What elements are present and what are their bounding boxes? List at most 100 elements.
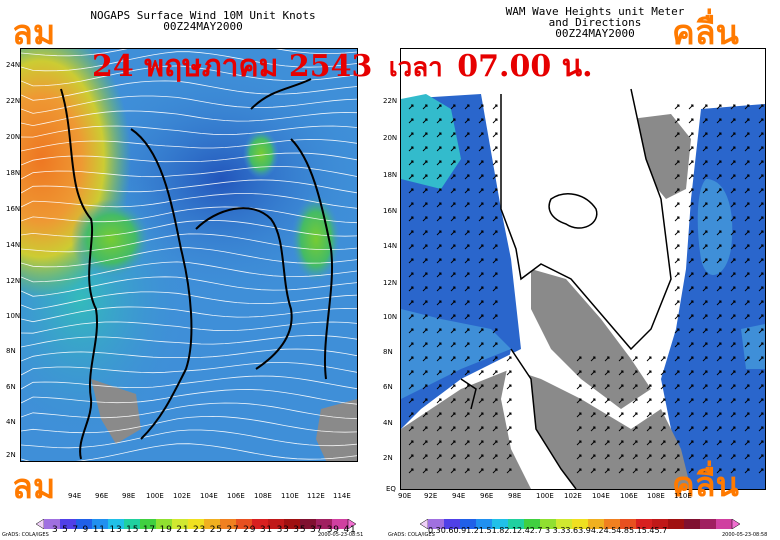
wave-arrow	[716, 272, 722, 278]
wave-lat-tick-2: 18N	[383, 171, 398, 179]
wave-arrow	[688, 258, 694, 264]
wave-arrow	[758, 272, 764, 278]
wave-arrow	[758, 286, 764, 292]
colorbar-swatch	[284, 519, 301, 529]
wave-arrow	[464, 188, 470, 194]
wind-map	[20, 48, 358, 462]
wind-lat-tick-2: 20N	[6, 133, 21, 141]
wave-arrow	[478, 314, 484, 320]
colorbar-swatch	[428, 519, 445, 529]
wave-arrow	[744, 146, 750, 152]
wave-arrow	[688, 216, 694, 222]
wave-arrow	[716, 202, 722, 208]
wave-arrow	[646, 370, 652, 376]
wave-arrow	[660, 440, 666, 446]
wind-lat-tick-6: 12N	[6, 277, 21, 285]
wave-arrow	[702, 258, 708, 264]
wave-arrow	[660, 398, 666, 404]
wave-arrow	[422, 468, 428, 474]
wave-arrow	[478, 356, 484, 362]
wave-arrow	[646, 468, 652, 474]
wave-land	[501, 89, 671, 349]
colorbar-swatch	[44, 519, 61, 529]
wave-arrow	[702, 440, 708, 446]
wave-arrow	[450, 300, 456, 306]
wave-arrow	[422, 328, 428, 334]
wave-arrow	[716, 454, 722, 460]
wave-arrow	[674, 314, 680, 320]
wind-streamline	[21, 306, 357, 323]
colorbar-swatch	[300, 519, 317, 529]
wave-arrow	[702, 132, 708, 138]
wind-lat-tick-8: 8N	[6, 347, 16, 355]
wave-arrow	[492, 328, 498, 334]
wave-arrow	[450, 356, 456, 362]
wave-map	[400, 48, 766, 490]
wave-lon-tick-5: 100E	[536, 492, 554, 500]
wave-arrow	[716, 160, 722, 166]
wave-arrow	[646, 454, 652, 460]
wave-arrow	[604, 384, 610, 390]
wave-arrow	[436, 174, 442, 180]
colorbar-swatch	[332, 519, 349, 529]
wind-title-line-1: NOGAPS Surface Wind 10M Unit Knots	[90, 9, 316, 22]
wave-arrow	[758, 146, 764, 152]
wave-arrow	[674, 300, 680, 306]
wave-arrow	[730, 342, 736, 348]
wave-arrow	[464, 412, 470, 418]
wave-arrow	[744, 202, 750, 208]
wave-arrow	[506, 356, 512, 362]
wave-arrow	[730, 174, 736, 180]
wave-arrow	[436, 300, 442, 306]
wave-arrow	[422, 230, 428, 236]
wave-lon-tick-10: 110E	[674, 492, 692, 500]
wave-arrow	[674, 146, 680, 152]
wave-arrow	[436, 286, 442, 292]
wave-arrow	[506, 426, 512, 432]
wave-arrow	[506, 468, 512, 474]
wave-arrow	[758, 258, 764, 264]
wave-arrow	[730, 384, 736, 390]
wave-arrow	[702, 468, 708, 474]
wave-arrow	[450, 370, 456, 376]
wave-arrow	[478, 132, 484, 138]
wave-arrow	[730, 398, 736, 404]
wave-title: WAM Wave Heights unit Meter and Directio…	[420, 6, 770, 39]
wave-arrow	[464, 244, 470, 250]
wave-arrow	[758, 356, 764, 362]
wave-arrow	[702, 188, 708, 194]
wave-arrow	[716, 300, 722, 306]
wave-arrow	[408, 398, 414, 404]
wave-arrow	[450, 468, 456, 474]
wave-arrow	[646, 398, 652, 404]
wind-streamline	[21, 166, 357, 180]
wave-arrow	[464, 146, 470, 152]
wind-streamline	[21, 276, 357, 297]
wave-arrow	[478, 342, 484, 348]
wave-arrow	[492, 286, 498, 292]
wind-streamline	[21, 415, 357, 434]
wave-arrow	[730, 118, 736, 124]
wave-arrow	[464, 160, 470, 166]
wave-arrow	[422, 412, 428, 418]
wave-arrow	[730, 328, 736, 334]
wave-arrow	[688, 286, 694, 292]
wave-arrow	[702, 314, 708, 320]
wave-arrow	[436, 370, 442, 376]
colorbar-swatch	[268, 519, 285, 529]
wave-arrow	[688, 440, 694, 446]
colorbar-swatch	[444, 519, 461, 529]
wave-arrow	[408, 188, 414, 194]
wave-arrow	[702, 412, 708, 418]
wave-arrow	[730, 412, 736, 418]
wave-arrow	[450, 342, 456, 348]
wave-arrow	[422, 174, 428, 180]
wave-arrow	[436, 398, 442, 404]
wave-arrow	[408, 384, 414, 390]
wave-arrow	[744, 230, 750, 236]
wind-lon-tick-10: 114E	[333, 492, 351, 500]
wave-arrow	[618, 356, 624, 362]
wave-arrow	[744, 188, 750, 194]
wave-arrow	[408, 202, 414, 208]
wave-arrow	[436, 202, 442, 208]
